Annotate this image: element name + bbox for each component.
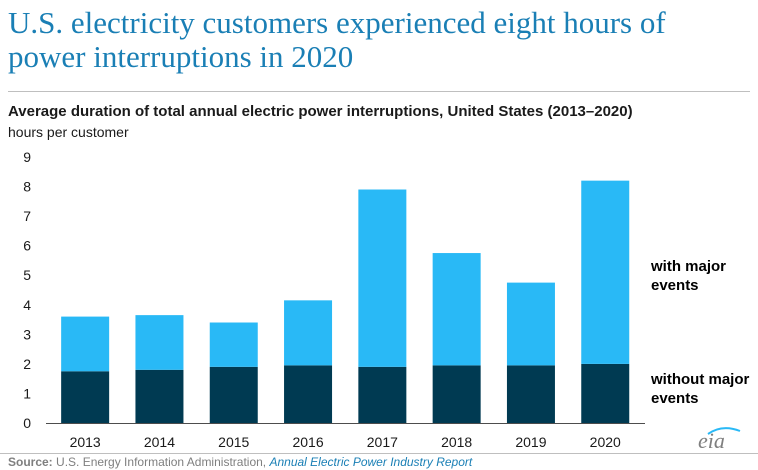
headline-divider (8, 91, 750, 92)
bar-with-major-2018 (432, 253, 481, 366)
y-tick-label: 6 (23, 238, 31, 254)
bar-with-major-2016 (284, 300, 333, 366)
legend-without-major-events: without major events (651, 371, 750, 407)
x-tick-label: 2014 (144, 434, 175, 450)
source-label: Source: (8, 455, 53, 469)
y-tick-label: 5 (23, 267, 31, 283)
x-tick-label: 2018 (441, 434, 472, 450)
bar-without-major-2017 (358, 366, 407, 423)
bar-without-major-2015 (209, 366, 258, 423)
bar-with-major-2019 (506, 282, 555, 366)
source-note: Source: U.S. Energy Information Administ… (8, 455, 472, 469)
bar-without-major-2020 (581, 363, 630, 423)
eia-logo: eia (698, 428, 725, 453)
x-tick-label: 2019 (515, 434, 546, 450)
bar-without-major-2019 (506, 365, 555, 423)
bar-without-major-2014 (135, 369, 184, 423)
bar-without-major-2016 (284, 365, 333, 423)
source-report-link[interactable]: Annual Electric Power Industry Report (269, 455, 473, 469)
bar-without-major-2013 (61, 371, 110, 423)
bar-with-major-2015 (209, 322, 258, 367)
bar-with-major-2017 (358, 189, 407, 367)
y-axis-label: hours per customer (8, 124, 129, 140)
x-tick-label: 2015 (218, 434, 249, 450)
y-tick-label: 0 (23, 415, 31, 431)
chart-title: Average duration of total annual electri… (8, 103, 633, 120)
bar-with-major-2014 (135, 315, 184, 370)
x-tick-label: 2013 (70, 434, 101, 450)
footer-divider (0, 453, 758, 454)
eia-logo-swoosh-icon (707, 427, 741, 435)
y-tick-label: 3 (23, 326, 31, 342)
page-headline: U.S. electricity customers experienced e… (8, 5, 666, 74)
y-tick-label: 4 (23, 297, 31, 313)
y-tick-label: 1 (23, 385, 31, 401)
x-tick-label: 2017 (367, 434, 398, 450)
bar-with-major-2020 (581, 180, 630, 364)
y-tick-label: 8 (23, 179, 31, 195)
legend-with-major-events: with major events (651, 258, 727, 294)
y-tick-label: 2 (23, 356, 31, 372)
source-agency: U.S. Energy Information Administration, (56, 455, 267, 469)
bar-with-major-2013 (61, 316, 110, 372)
x-tick-label: 2016 (292, 434, 323, 450)
x-tick-label: 2020 (590, 434, 621, 450)
bar-without-major-2018 (432, 365, 481, 423)
y-tick-label: 7 (23, 208, 31, 224)
y-tick-label: 9 (23, 149, 31, 165)
